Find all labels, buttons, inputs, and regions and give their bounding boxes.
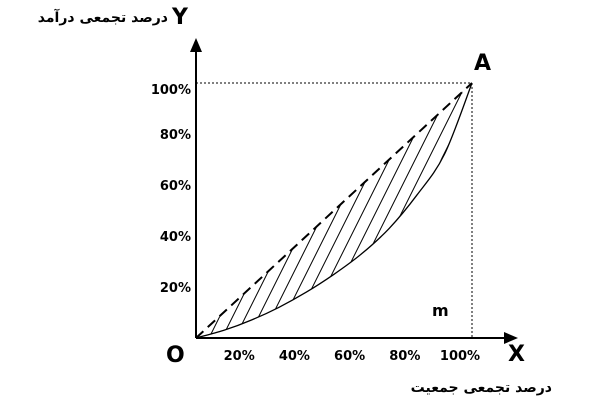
x-tick-label: 20% [224, 349, 255, 364]
x-axis-letter: X [508, 342, 525, 367]
hatch-line [299, 83, 472, 338]
y-tick-label: 80% [160, 128, 191, 143]
hatch-line [196, 83, 366, 338]
hatch-line [196, 83, 353, 338]
hatch-line [286, 83, 472, 338]
hatch-line [0, 0, 144, 338]
lorenz-curve [195, 82, 473, 339]
hatch-line [416, 83, 472, 338]
hatch-line [442, 83, 472, 338]
hatch-line [312, 83, 472, 338]
hatch-line [547, 0, 606, 338]
hatch-line [247, 83, 472, 338]
hatch-line [234, 83, 472, 338]
hatch-line [0, 0, 183, 338]
hatch-line [0, 0, 118, 338]
hatch-line [482, 0, 606, 338]
hatch-line [208, 83, 470, 338]
hatch-line [0, 0, 105, 338]
hatch-line [196, 83, 262, 338]
hatch-line [196, 83, 249, 338]
hatch-line [0, 0, 170, 338]
hatch-line [0, 0, 79, 338]
hatch-line [586, 0, 606, 338]
hatch-line [495, 0, 606, 338]
hatch-line [196, 83, 444, 338]
hatch-line [534, 0, 606, 338]
hatch-line [0, 0, 53, 338]
hatch-line [196, 83, 340, 338]
hatch-line [0, 0, 131, 338]
x-tick-label: 80% [389, 349, 420, 364]
hatch-line [221, 83, 472, 338]
hatch-line [560, 0, 606, 338]
x-axis-title: درصد تجمعی جمعیت [411, 380, 552, 396]
y-tick-label: 60% [160, 179, 191, 194]
hatch-line [377, 83, 472, 338]
hatch-line [403, 83, 472, 338]
hatch-line [0, 0, 92, 338]
hatch-line [508, 0, 606, 338]
y-axis-letter: Y [171, 5, 189, 30]
y-axis-title: درصد تجمعی درآمد [38, 8, 168, 26]
y-axis-arrow [190, 38, 202, 52]
hatch-line [196, 83, 288, 338]
hatch-line [260, 83, 472, 338]
equality-line [195, 82, 473, 339]
x-tick-label: 60% [334, 349, 365, 364]
x-axis-arrow [504, 332, 518, 344]
y-tick-label: 20% [160, 281, 191, 296]
hatch-line [599, 0, 606, 338]
hatch-line [0, 0, 66, 338]
hatch-line [0, 0, 27, 338]
area-label: m [432, 301, 449, 320]
y-tick-label: 100% [151, 83, 191, 98]
hatch-line [573, 0, 606, 338]
hatch-line [429, 83, 472, 338]
hatch-line [0, 0, 157, 338]
origin-label: O [166, 343, 185, 368]
hatch-line [0, 0, 14, 338]
x-tick-label: 40% [279, 349, 310, 364]
hatched-area [0, 0, 606, 338]
hatch-line [273, 83, 472, 338]
hatch-line [196, 83, 379, 338]
hatch-line [196, 83, 431, 338]
hatch-line [0, 0, 1, 338]
x-tick-label: 100% [440, 349, 480, 364]
hatch-line [0, 0, 40, 338]
hatch-line [325, 83, 472, 338]
hatch-line [521, 0, 606, 338]
point-a-label: A [474, 51, 491, 76]
hatch-line [196, 83, 275, 338]
y-tick-label: 40% [160, 230, 191, 245]
hatch-line [196, 83, 457, 338]
